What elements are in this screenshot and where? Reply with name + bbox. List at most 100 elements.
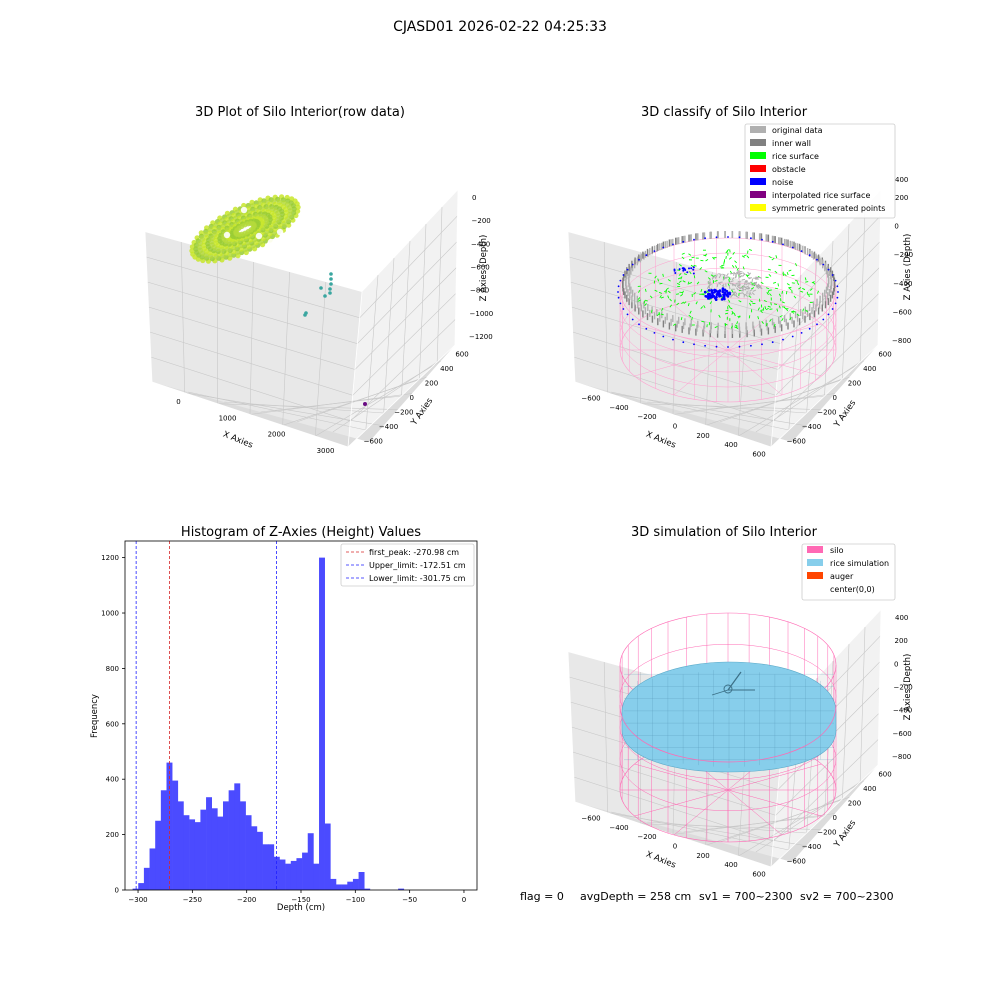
cls-point-original (741, 287, 745, 291)
cls-point-wall (806, 248, 809, 256)
cls-point-noise (738, 345, 741, 348)
cls-point-original (744, 280, 748, 284)
classify-legend-label: original data (772, 126, 823, 135)
cls-point-original (758, 276, 762, 279)
avg-depth-readout: avgDepth = 258 cm (580, 890, 691, 903)
cls-point-wall (809, 313, 811, 321)
cls-point-rice (779, 315, 783, 318)
cls-point-original (722, 277, 726, 281)
cls-point-original (737, 281, 742, 283)
histogram-bar (143, 867, 150, 890)
cls-point-wall (830, 285, 832, 293)
cls-point-original (749, 289, 753, 292)
cls-point-rice (727, 283, 730, 287)
cls-point-wall (829, 267, 832, 275)
cls-point-wall (778, 237, 780, 245)
cls-point-rice (709, 301, 713, 305)
cls-point-rice (704, 253, 708, 257)
cls-point-wall (773, 322, 775, 330)
cls-point-rice (676, 269, 681, 271)
cls-point-rice (699, 267, 703, 270)
cls-point-rice (742, 266, 745, 270)
cls-point-original (755, 278, 759, 280)
cls-point-wall (796, 243, 799, 251)
cls-point-original (739, 292, 744, 294)
cls-point-rice (809, 301, 813, 303)
cls-point-rice (723, 259, 726, 263)
simulation-z-axis-label: Z Axies (Depth) (903, 654, 913, 721)
cls-point-rice (738, 300, 742, 303)
cls-point-wall (642, 310, 644, 318)
cls-point-wall (664, 241, 666, 249)
cls-point-rice (691, 316, 693, 321)
cls-point-rice (777, 283, 779, 287)
cls-point-original (734, 291, 738, 295)
cls-point-original (732, 292, 736, 297)
cls-point-rice (727, 299, 731, 303)
cls-point-rice (706, 290, 709, 294)
cls-point-noise (617, 296, 620, 299)
sim-x-tick: −600 (581, 815, 600, 823)
cls-point-original (725, 273, 729, 277)
raw-z-axis-label: Z Axies (Depth) (479, 235, 489, 302)
cls-point-original (736, 273, 741, 276)
histogram-bar (335, 884, 342, 890)
cls-point-original (718, 273, 722, 275)
cls-point-wall (824, 301, 827, 309)
cls-point-rice (721, 264, 725, 267)
cls-point-rice (757, 307, 760, 311)
cls-point-rice (688, 314, 692, 318)
simulation-legend-label: rice simulation (830, 559, 889, 568)
histogram-bar (211, 808, 218, 890)
raw-point-outlier (323, 294, 327, 298)
cls-point-noise (831, 308, 834, 310)
sim-y-tick: 400 (863, 785, 876, 793)
cls-point-wall (833, 277, 836, 285)
histogram-legend-label: Upper_limit: -172.51 cm (369, 561, 466, 570)
cls-point-rice (805, 281, 809, 283)
cls-point-rice (764, 306, 767, 310)
cls-point-original (739, 270, 743, 273)
cls-point-rice (802, 308, 805, 312)
histogram-bars (132, 557, 405, 890)
cls-point-wall (629, 283, 631, 291)
cls-point-original (751, 278, 754, 283)
cls-point-rice (719, 266, 723, 268)
cls-point-rice (731, 310, 734, 315)
cls-point-rice (691, 293, 693, 297)
cls-point-rice (812, 281, 816, 285)
histogram-bar (285, 863, 292, 890)
histogram-x-tick-label: −200 (237, 896, 256, 904)
classify-legend-label: noise (772, 178, 793, 187)
cls-point-rice (760, 309, 764, 311)
histogram-bar (155, 820, 162, 890)
histogram-bar (172, 780, 179, 890)
cls-point-wall (709, 330, 711, 338)
cls-point-original (731, 288, 735, 290)
cls-point-wall (703, 325, 705, 333)
cls-point-wall (661, 242, 663, 250)
cls-point-wall (710, 326, 712, 334)
cls-point-rice (665, 287, 669, 291)
cls-point-wall (651, 246, 654, 254)
cls-point-rice (691, 256, 695, 259)
cls-point-noise (771, 341, 774, 344)
cls-point-wall (676, 237, 678, 245)
cls-point-original (759, 286, 763, 290)
cls-point-rice (679, 291, 683, 294)
classify-point-cloud (617, 231, 839, 348)
cls-point-rice (726, 249, 729, 252)
raw-y-tick: −600 (364, 438, 383, 446)
cls-point-rice (721, 267, 725, 269)
cls-point-wall (791, 316, 793, 324)
cls-point-wall (639, 255, 642, 263)
cls-point-rice (681, 301, 685, 305)
cls-point-rice (789, 317, 792, 321)
cls-point-wall (785, 318, 787, 326)
raw-data-3d-plot: 3D Plot of Silo Interior(row data) 0 1000… (144, 105, 493, 455)
cls-point-rice (761, 320, 764, 324)
cls-point-wall (774, 325, 776, 333)
cls-point-wall (688, 234, 690, 242)
cls-point-rice (661, 307, 664, 311)
